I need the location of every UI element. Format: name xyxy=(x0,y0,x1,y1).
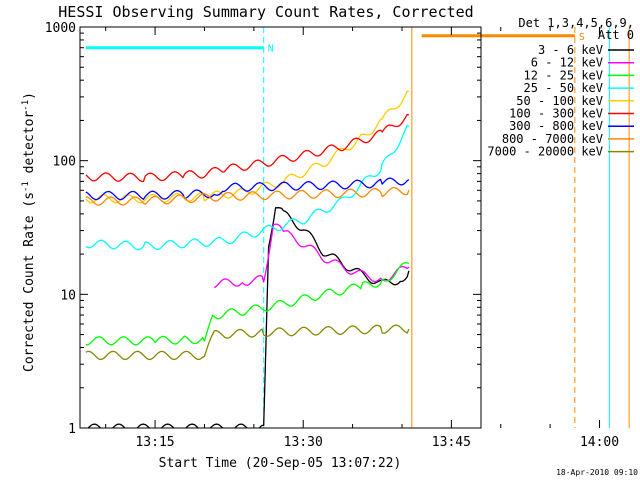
series-line-4-1 xyxy=(609,126,627,133)
y-tick-label-1: 10 xyxy=(60,288,76,303)
x-tick-label-0: 13:15 xyxy=(135,435,174,450)
plot-frame xyxy=(79,26,482,429)
series-line-4-0 xyxy=(85,90,409,204)
series-line-2-1 xyxy=(621,271,627,279)
legend-label-8: 7000 - 20000 keV xyxy=(487,145,603,159)
series-line-5-0 xyxy=(85,113,410,183)
series-line-3-0 xyxy=(85,124,410,251)
axes: 13:1513:3013:4514:0014:1514:3014:4511010… xyxy=(45,21,619,450)
series-line-6-0 xyxy=(85,177,410,201)
series-line-0-1 xyxy=(621,289,627,303)
series-line-0-0 xyxy=(87,207,410,428)
mode-flag-label-0: N xyxy=(268,44,274,55)
x-axis-label: Start Time (20-Sep-05 13:07:22) xyxy=(159,456,402,471)
y-axis-label: Corrected Count Rate (s-1 detector-1) xyxy=(21,92,37,372)
x-tick-label-3: 14:00 xyxy=(580,435,619,450)
y-tick-label-3: 1000 xyxy=(45,21,76,36)
series-line-8-0 xyxy=(85,324,410,361)
legend-header-detectors: Det 1,3,4,5,6,9, xyxy=(518,16,634,30)
series-line-1-1 xyxy=(609,211,615,218)
footer-timestamp: 18-Apr-2010 09:10 xyxy=(556,468,638,477)
chart-title: HESSI Observing Summary Count Rates, Cor… xyxy=(58,3,473,21)
legend-header-attenuator: Att 0 xyxy=(598,28,634,42)
plot-area: NS xyxy=(85,27,630,428)
legend-label-3: 25 - 50 keV xyxy=(524,81,603,95)
y-tick-label-0: 1 xyxy=(68,422,76,437)
y-tick-label-2: 100 xyxy=(53,155,76,170)
x-tick-label-2: 13:45 xyxy=(432,435,471,450)
x-tick-label-1: 13:30 xyxy=(284,435,323,450)
y-axis-label-exponent-1: -1 xyxy=(21,181,31,192)
series-group xyxy=(85,90,627,428)
legend-label-7: 800 - 7000 keV xyxy=(502,132,603,146)
series-line-1-0 xyxy=(213,223,410,289)
legend-label-2: 12 - 25 keV xyxy=(524,68,603,82)
legend-label-1: 6 - 12 keV xyxy=(531,56,603,70)
y-axis-label-middle: detector xyxy=(22,111,37,182)
legend-label-6: 300 - 800 keV xyxy=(509,119,603,133)
legend-label-0: 3 - 6 keV xyxy=(538,43,603,57)
series-line-7-0 xyxy=(85,186,410,206)
y-axis-label-exponent-2: -1 xyxy=(21,100,31,111)
legend-label-5: 100 - 300 keV xyxy=(509,107,603,121)
mode-flag-label-1: S xyxy=(579,32,585,43)
series-line-1-2 xyxy=(621,260,627,267)
legend-label-4: 50 - 100 keV xyxy=(516,94,603,108)
y-axis-label-end: ) xyxy=(22,92,37,100)
series-line-2-0 xyxy=(85,262,410,346)
y-axis-label-main: Corrected Count Rate (s xyxy=(22,192,37,372)
